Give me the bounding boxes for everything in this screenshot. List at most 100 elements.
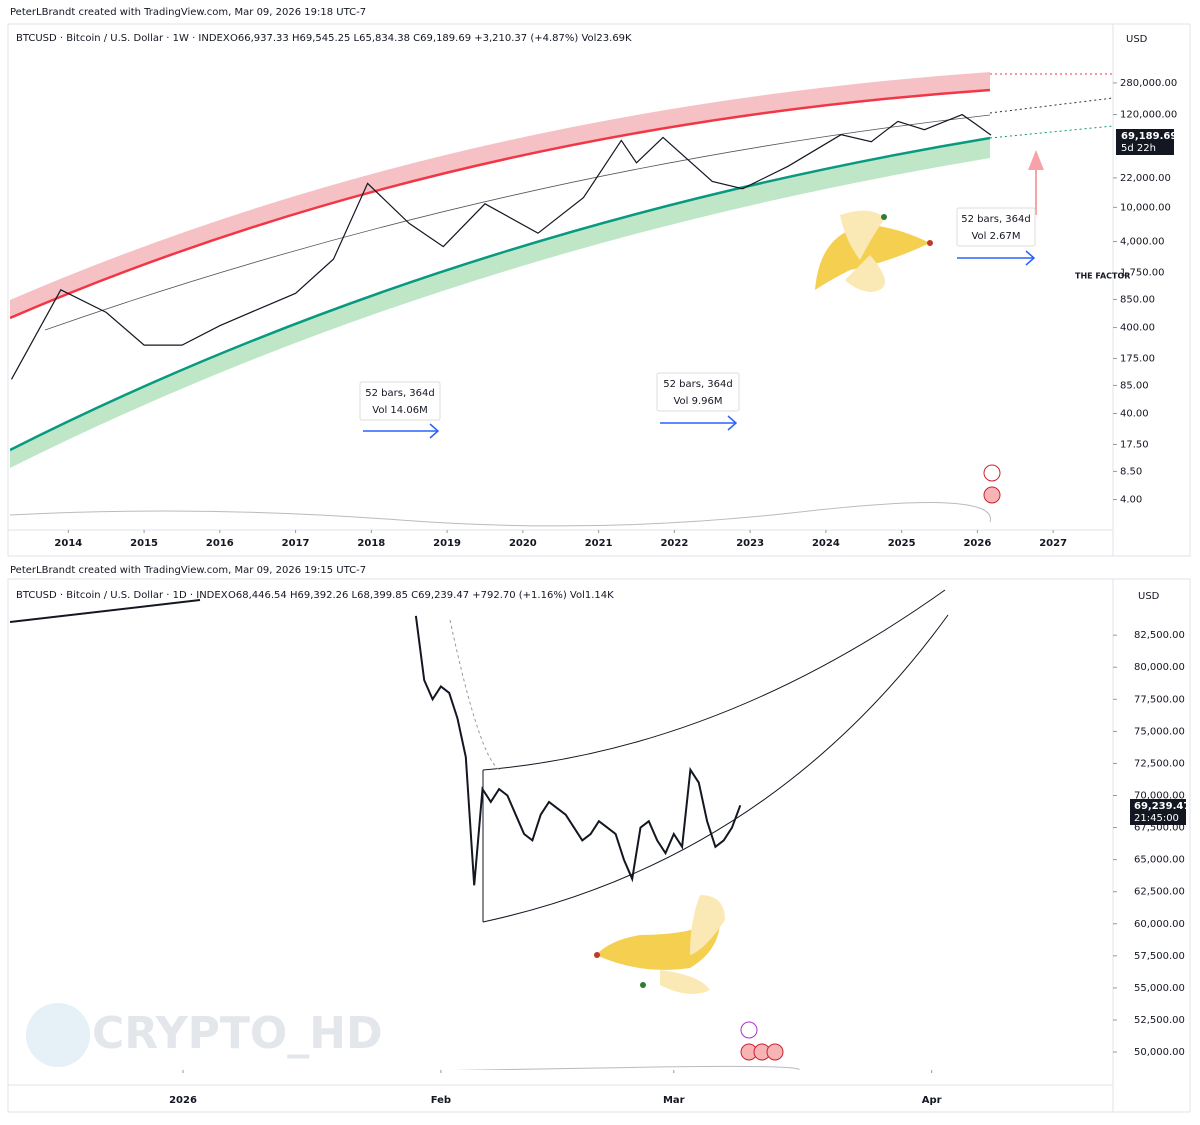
y-tick-label: 57,500.00 [1134, 951, 1185, 962]
event-icon [983, 464, 1001, 482]
y-tick-label: 60,000.00 [1134, 919, 1185, 930]
y-tick-label: 85.00 [1120, 380, 1149, 391]
annotation-box [956, 207, 1036, 247]
annotation: 52 bars, 364d [663, 379, 733, 390]
bands [10, 72, 1113, 527]
annotation: Vol 14.06M [372, 405, 427, 416]
event-icon [766, 1043, 784, 1061]
watermark: CRYPTO_HD [92, 1008, 383, 1059]
watermark-icon [26, 1003, 90, 1067]
y-tick-label: 17.50 [1120, 439, 1149, 450]
green-band [10, 138, 990, 468]
countdown: 5d 22h [1121, 143, 1156, 154]
channel-upper [482, 589, 946, 771]
green-band-edge [10, 136, 991, 452]
y-tick-label: 62,500.00 [1134, 887, 1185, 898]
channel [10, 589, 949, 1070]
annotation-box [359, 381, 441, 421]
projection [989, 97, 1113, 114]
event-icon [983, 486, 1001, 504]
credit: PeterLBrandt created with TradingView.co… [10, 7, 366, 18]
x-tick-label: 2023 [736, 538, 764, 549]
x-tick-label: Mar [663, 1095, 685, 1106]
banana [594, 895, 725, 994]
y-tick-label: 80,000.00 [1134, 662, 1185, 673]
y-tick-label: 40.00 [1120, 409, 1149, 420]
x-tick-label: 2022 [660, 538, 688, 549]
x-tick-label: 2024 [812, 538, 840, 549]
x-tick-label: 2026 [169, 1095, 197, 1106]
y-tick-label: 4.00 [1120, 495, 1142, 506]
y-tick-label: 55,000.00 [1134, 983, 1185, 994]
arrow-head [1025, 250, 1036, 266]
y-tick-label: 280,000.00 [1120, 78, 1177, 89]
y-tick-label: 70,000.00 [1134, 790, 1185, 801]
symbol: BTCUSD · Bitcoin / U.S. Dollar · 1W · IN… [16, 33, 230, 44]
y-tick-label: 72,500.00 [1134, 758, 1185, 769]
y-tick-label: 8.50 [1120, 466, 1142, 477]
moving-average [449, 619, 501, 771]
x-tick-label: 2015 [130, 538, 158, 549]
y-tick-label: 175.00 [1120, 353, 1155, 364]
annotation-box [656, 372, 740, 412]
y-tick-label: 1,750.00 [1120, 267, 1165, 278]
y-tick-label: 75,000.00 [1134, 726, 1185, 737]
projection [989, 125, 1113, 139]
arrow-up [1028, 150, 1044, 215]
event-icon [740, 1021, 758, 1039]
x-tick-label: 2027 [1039, 538, 1067, 549]
y-tick-label: 67,500.00 [1134, 823, 1185, 834]
arrow-head [727, 415, 738, 431]
x-tick-label: 2014 [54, 538, 82, 549]
annotation: Vol 9.96M [673, 396, 722, 407]
series [10, 113, 992, 380]
y-tick-label: 22,000.00 [1120, 173, 1171, 184]
price-line [10, 113, 992, 380]
x-tick-label: 2017 [282, 538, 310, 549]
annotation: 52 bars, 364d [961, 214, 1031, 225]
price-tag [1116, 129, 1174, 155]
x-tick-label: Apr [922, 1095, 942, 1106]
y-tick-label: 50,000.00 [1134, 1047, 1185, 1058]
price-line [414, 615, 742, 886]
logo-text: THE FACTOR [1075, 272, 1130, 281]
x-tick-label: 2025 [888, 538, 916, 549]
logo: THE FACTOR [1075, 272, 1130, 281]
y-tick-label: 4,000.00 [1120, 237, 1165, 248]
panel-frame [7, 23, 1191, 557]
countdown: 21:45:00 [1134, 813, 1179, 824]
annotation: 52 bars, 364d [365, 388, 435, 399]
series [414, 615, 742, 886]
x-tick-label: Feb [431, 1095, 451, 1106]
y-tick-label: 850.00 [1120, 294, 1155, 305]
y-tick-label: 82,500.00 [1134, 630, 1185, 641]
ohlc: O68,446.54 H69,392.26 L68,399.85 C69,239… [228, 590, 614, 601]
trend-line [10, 599, 201, 623]
currency: USD [1138, 591, 1160, 602]
mid-line [44, 114, 991, 331]
x-tick-label: 2021 [585, 538, 613, 549]
y-tick-label: 400.00 [1120, 323, 1155, 334]
currency: USD [1126, 34, 1148, 45]
x-tick-label: 2016 [206, 538, 234, 549]
y-tick-label: 65,000.00 [1134, 855, 1185, 866]
volume-osc [470, 1065, 800, 1070]
x-tick-label: 2026 [963, 538, 991, 549]
arrow-head [429, 423, 440, 439]
ohlc: O66,937.33 H69,545.25 L65,834.38 C69,189… [230, 33, 632, 44]
channel-lower [482, 614, 949, 923]
annotation: Vol 2.67M [971, 231, 1020, 242]
price-tag-text: 69,189.69 [1121, 131, 1177, 142]
price-tag [1130, 799, 1186, 825]
x-tick-label: 2020 [509, 538, 537, 549]
banana [815, 210, 933, 292]
y-tick-label: 77,500.00 [1134, 694, 1185, 705]
credit: PeterLBrandt created with TradingView.co… [10, 565, 366, 576]
panel-frame [7, 578, 1191, 1113]
red-band-edge [10, 88, 991, 320]
x-tick-label: 2018 [357, 538, 385, 549]
y-tick-label: 120,000.00 [1120, 110, 1177, 121]
symbol: BTCUSD · Bitcoin / U.S. Dollar · 1D · IN… [16, 590, 228, 601]
y-tick-label: 10,000.00 [1120, 202, 1171, 213]
